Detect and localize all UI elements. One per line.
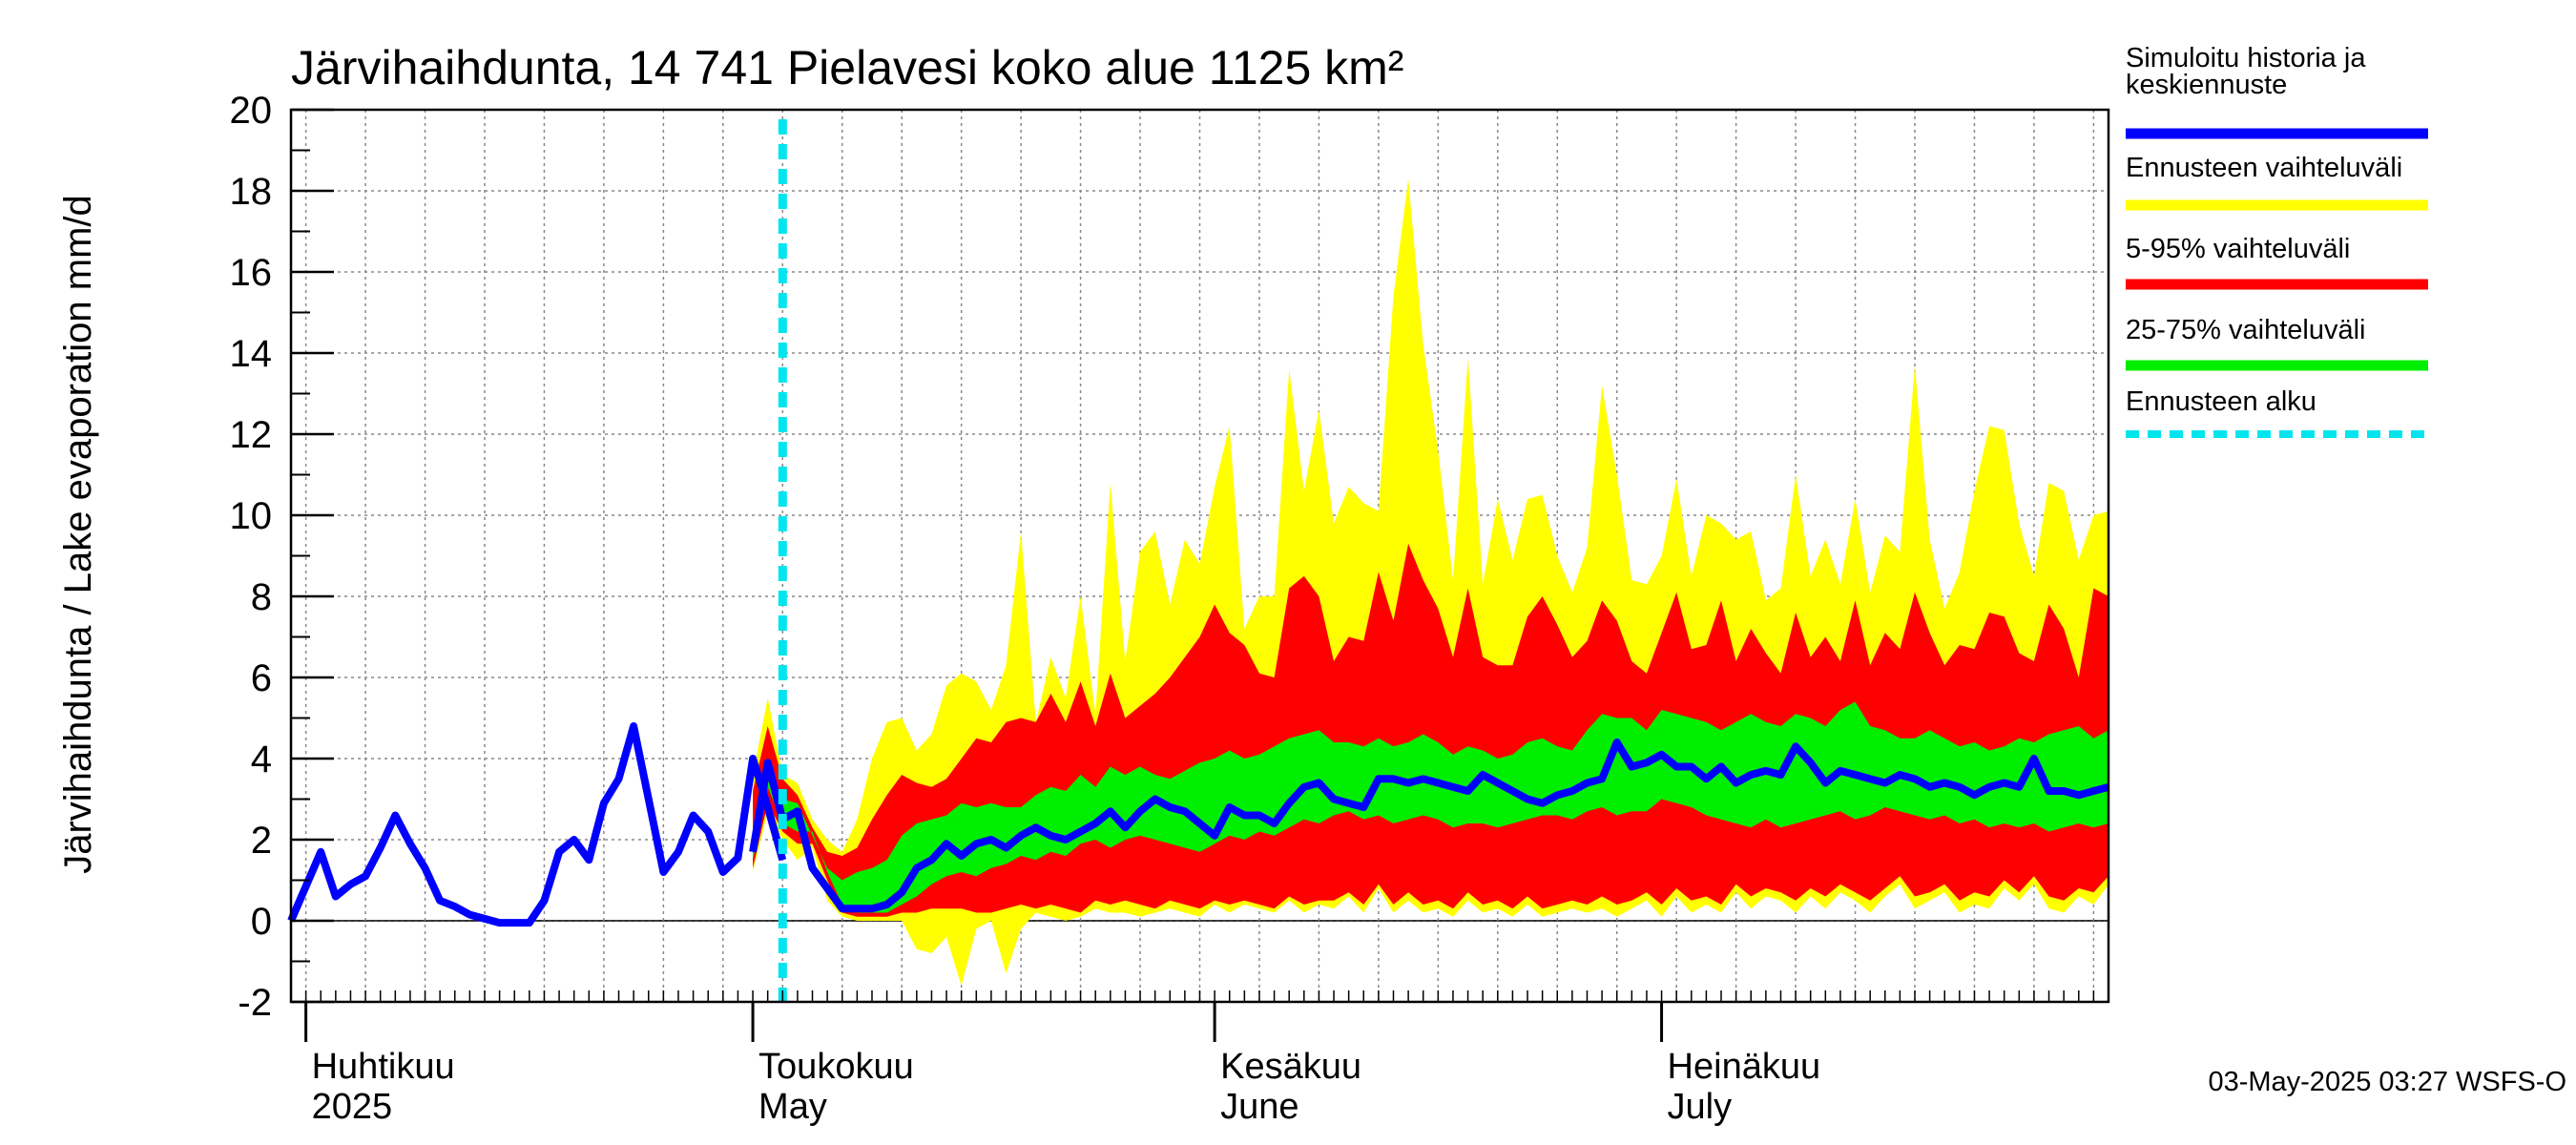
timestamp-footer: 03-May-2025 03:27 WSFS-O (2208, 1067, 2566, 1097)
median-forecast-line (749, 739, 2110, 913)
month-label-en: May (758, 1087, 827, 1127)
month-label-fi: Toukokuu (758, 1047, 914, 1087)
month-label-en: June (1220, 1087, 1298, 1127)
y-tick-label: 18 (230, 171, 273, 213)
y-tick-label: 0 (251, 901, 272, 943)
legend-label: 25-75% vaihteluväli (2126, 315, 2365, 345)
series-lines (287, 119, 2110, 1002)
forecast-bands (753, 178, 2109, 987)
y-tick-label: 6 (251, 657, 272, 699)
y-tick-label: 10 (230, 495, 273, 537)
y-tick-label: 4 (251, 739, 272, 781)
month-label-en: July (1668, 1087, 1733, 1127)
legend-label: keskiennuste (2126, 70, 2287, 100)
month-label-fi: Heinäkuu (1668, 1047, 1821, 1087)
month-label-en: 2025 (312, 1087, 393, 1127)
month-label-fi: Huhtikuu (312, 1047, 455, 1087)
y-axis: -2 0 2 4 6 8 10 12 14 16 18 20 (230, 90, 334, 1024)
y-tick-label: -2 (238, 982, 272, 1024)
y-tick-label: 14 (230, 333, 273, 375)
month-label-fi: Kesäkuu (1220, 1047, 1361, 1087)
plot-area (287, 108, 2110, 1004)
y-tick-label: 16 (230, 252, 273, 294)
chart-title: Järvihaihdunta, 14 741 Pielavesi koko al… (291, 41, 1403, 94)
legend-label: Ennusteen alku (2126, 386, 2316, 417)
y-tick-label: 12 (230, 414, 273, 456)
y-tick-label: 20 (230, 90, 273, 132)
y-axis-label: Järvihaihdunta / Lake evaporation mm/d (57, 195, 99, 874)
band-25-75-vaihteluv-li (753, 701, 2109, 913)
y-tick-label: 8 (251, 576, 272, 618)
legend-label: Simuloitu historia ja (2126, 43, 2366, 73)
y-tick-label: 2 (251, 820, 272, 862)
history-line (287, 722, 787, 927)
legend-label: Ennusteen vaihteluväli (2126, 153, 2402, 183)
legend-label: 5-95% vaihteluväli (2126, 234, 2350, 264)
